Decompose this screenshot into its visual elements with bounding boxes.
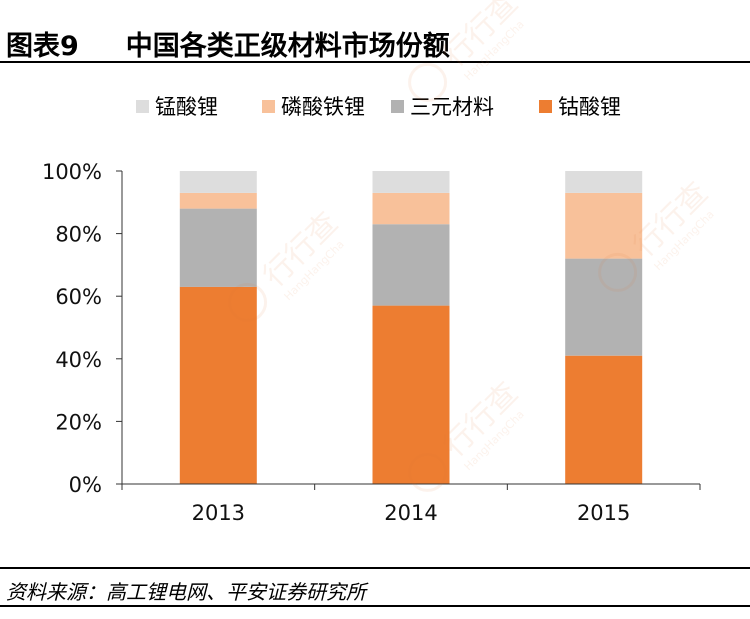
legend-label: 三元材料 <box>410 95 494 119</box>
title-divider <box>0 61 750 63</box>
bar-segment-2014-0 <box>372 305 450 484</box>
legend-item: 钴酸锂 <box>539 92 621 120</box>
figure-header: 图表9 中国各类正级材料市场份额 <box>0 0 750 63</box>
legend-swatch <box>136 99 149 113</box>
source-bottom-divider <box>0 605 750 607</box>
legend-item: 三元材料 <box>391 92 494 120</box>
legend-swatch <box>539 99 552 113</box>
source-top-divider <box>0 567 750 569</box>
figure-title: 图表9 中国各类正级材料市场份额 <box>6 31 450 62</box>
bar-segment-2013-3 <box>179 171 257 193</box>
x-tick-label: 2015 <box>577 501 630 525</box>
x-tick-label: 2013 <box>192 501 245 525</box>
bar-segment-2015-0 <box>565 355 643 484</box>
chart-legend: 锰酸锂 磷酸铁锂 三元材料 钴酸锂 <box>0 92 750 120</box>
legend-item: 锰酸锂 <box>136 92 218 120</box>
bar-segment-2013-1 <box>179 208 257 287</box>
bar-segment-2015-1 <box>565 258 643 356</box>
stacked-bar-chart: 2013 2014 2015 0% 20% 40% 60% 80% 100% <box>42 160 701 525</box>
bar-segment-2013-0 <box>179 286 257 484</box>
bar-segment-2013-2 <box>179 192 257 209</box>
bar-segment-2014-1 <box>372 224 450 306</box>
y-tick-label: 80% <box>55 223 102 247</box>
legend-item: 磷酸铁锂 <box>262 92 365 120</box>
bar-segment-2014-3 <box>372 171 450 193</box>
bar-segment-2015-3 <box>565 171 643 193</box>
x-tick-label: 2014 <box>384 501 437 525</box>
bar-segment-2014-2 <box>372 192 450 225</box>
y-tick-label: 60% <box>55 285 102 309</box>
y-tick-label: 100% <box>42 160 102 184</box>
y-tick-label: 40% <box>55 348 102 372</box>
legend-label: 磷酸铁锂 <box>281 95 365 119</box>
y-tick-label: 20% <box>55 410 102 434</box>
legend-swatch <box>262 99 275 113</box>
source-note: 资料来源：高工锂电网、平安证券研究所 <box>6 580 366 604</box>
legend-label: 锰酸锂 <box>155 95 218 119</box>
legend-label: 钴酸锂 <box>558 95 621 119</box>
y-tick-label: 0% <box>69 473 102 497</box>
bar-segment-2015-2 <box>565 192 643 259</box>
legend-swatch <box>391 99 404 113</box>
